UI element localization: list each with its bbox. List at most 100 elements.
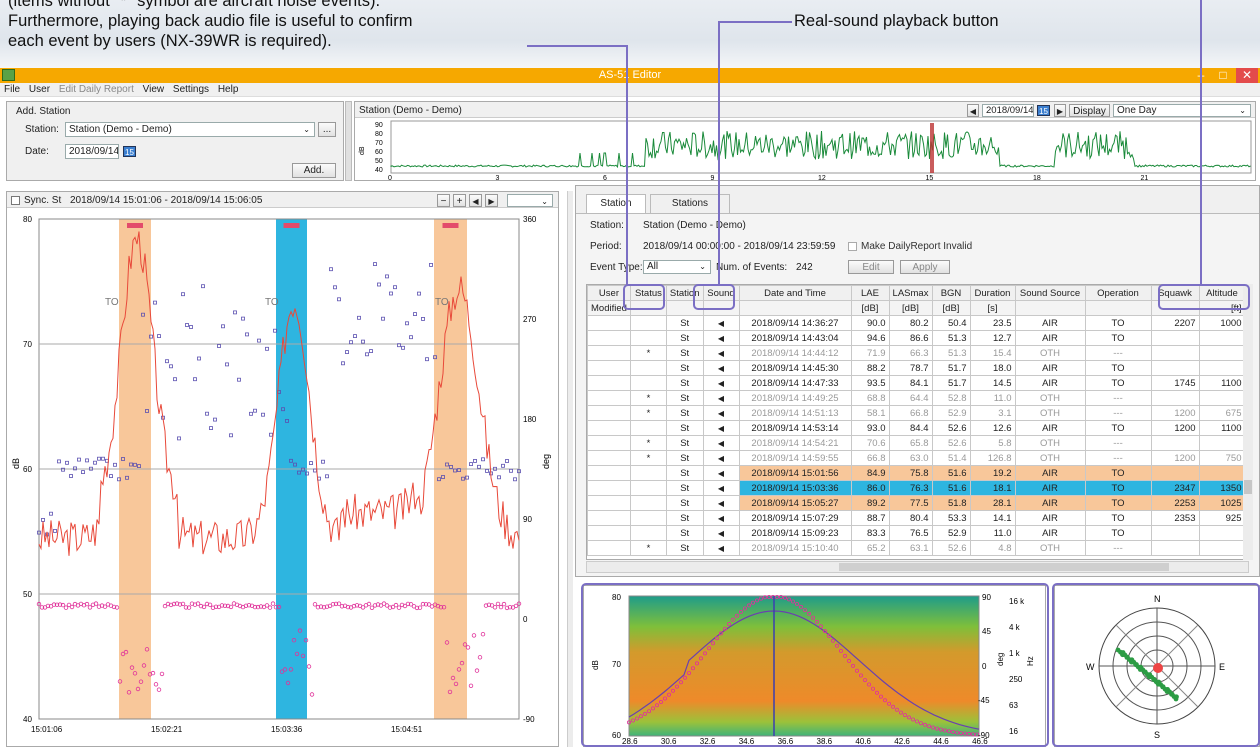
speaker-icon[interactable]: ◀ bbox=[717, 408, 725, 418]
overview-next-button[interactable]: ▶ bbox=[1054, 104, 1066, 117]
scrollbar-thumb[interactable] bbox=[839, 563, 1169, 571]
menu-file[interactable]: File bbox=[4, 84, 21, 95]
azimuth-point bbox=[101, 456, 105, 461]
speaker-icon[interactable]: ◀ bbox=[717, 423, 725, 433]
speaker-icon[interactable]: ◀ bbox=[717, 318, 725, 328]
speaker-icon[interactable]: ◀ bbox=[717, 498, 725, 508]
speaker-icon[interactable]: ◀ bbox=[717, 378, 725, 388]
range-select[interactable]: One Day ⌄ bbox=[1113, 104, 1251, 117]
table-row[interactable]: * St ◀ 2018/09/14 14:44:12 71.9 66.3 51.3 15.4 O… bbox=[587, 345, 1246, 361]
table-row[interactable]: * St ◀ 2018/09/14 14:49:25 68.8 64.4 52.8 11.0 O… bbox=[587, 390, 1246, 406]
scroll-left-button[interactable]: ◀ bbox=[469, 194, 482, 207]
calendar-icon[interactable]: 15 bbox=[123, 146, 136, 157]
speaker-icon[interactable]: ◀ bbox=[717, 363, 725, 373]
table-row[interactable]: St ◀ 2018/09/14 14:45:30 88.2 78.7 51.7 18.0 AI… bbox=[587, 360, 1246, 376]
speaker-icon[interactable]: ◀ bbox=[717, 393, 725, 403]
station-cell: St bbox=[665, 435, 704, 451]
col-duration[interactable]: Duration bbox=[969, 285, 1016, 301]
duration-cell: 14.1 bbox=[969, 510, 1016, 526]
sync-select[interactable]: ⌄ bbox=[507, 194, 553, 207]
display-button[interactable]: Display bbox=[1069, 104, 1110, 117]
menu-help[interactable]: Help bbox=[217, 84, 239, 95]
menu-settings[interactable]: Settings bbox=[172, 84, 210, 95]
table-row[interactable]: * St ◀ 2018/09/14 14:51:13 58.1 66.8 52.9 3.1 OT… bbox=[587, 405, 1246, 421]
overview-prev-button[interactable]: ◀ bbox=[967, 104, 979, 117]
menu-edit-daily-report[interactable]: Edit Daily Report bbox=[58, 84, 134, 95]
azimuth-point bbox=[253, 408, 257, 413]
table-row[interactable]: St ◀ 2018/09/14 14:47:33 93.5 84.1 51.7 14.5 AI… bbox=[587, 375, 1246, 391]
spectrogram-chart[interactable]: dB 80 70 60 28.6 30.6 32.6 34.6 36.6 38.6 40.6… bbox=[584, 586, 1045, 746]
table-row[interactable]: St ◀ 2018/09/14 14:43:04 94.6 86.6 51.3 12.7 AI… bbox=[587, 330, 1246, 346]
vscroll-thumb[interactable] bbox=[1244, 480, 1252, 494]
sync-checkbox[interactable] bbox=[11, 196, 20, 205]
table-row[interactable]: St ◀ 2018/09/14 15:05:27 89.2 77.5 51.8 28.1 AI… bbox=[587, 495, 1246, 511]
vertical-splitter[interactable] bbox=[567, 191, 573, 747]
horizontal-scrollbar[interactable] bbox=[586, 561, 1249, 573]
tab-station[interactable]: Station bbox=[586, 194, 646, 213]
add-button[interactable]: Add. bbox=[292, 163, 336, 178]
col-datetime[interactable]: Date and Time bbox=[738, 285, 852, 301]
col-user[interactable]: User bbox=[587, 285, 631, 301]
splitter-handle[interactable] bbox=[345, 101, 352, 181]
overview-ytick: 60 bbox=[375, 149, 383, 156]
speaker-icon[interactable]: ◀ bbox=[717, 513, 725, 523]
col-altitude[interactable]: Altitude bbox=[1198, 285, 1246, 301]
date-input[interactable]: 2018/09/14 bbox=[65, 144, 119, 159]
status-cell: * bbox=[629, 540, 667, 556]
overview-calendar-icon[interactable]: 15 bbox=[1037, 105, 1050, 116]
edit-button[interactable]: Edit bbox=[848, 260, 894, 274]
station-cell: St bbox=[665, 420, 704, 436]
table-row[interactable]: St ◀ 2018/09/14 15:03:36 86.0 76.3 51.6 18.1 AI… bbox=[587, 480, 1246, 496]
event-type-select[interactable]: All ⌄ bbox=[643, 260, 711, 274]
speaker-icon[interactable]: ◀ bbox=[717, 483, 725, 493]
speaker-icon[interactable]: ◀ bbox=[717, 543, 725, 553]
table-row[interactable]: St ◀ 2018/09/14 14:36:27 90.0 80.2 50.4 23.5 AI… bbox=[587, 315, 1246, 331]
level-chart[interactable]: 40 50 60 70 80 -90 0 90 180 270 360 15:01:06 15:02:2… bbox=[7, 209, 558, 747]
overview-chart[interactable]: dB 90 80 70 60 50 40 0 3 6 9 12 15 18 21 bbox=[355, 119, 1255, 181]
table-row[interactable]: St ◀ 2018/09/14 14:53:14 93.0 84.4 52.6 12.6 AI… bbox=[587, 420, 1246, 436]
col-lae[interactable]: LAE bbox=[850, 285, 890, 301]
col-operation[interactable]: Operation bbox=[1084, 285, 1152, 301]
speaker-icon[interactable]: ◀ bbox=[717, 453, 725, 463]
elevation-point bbox=[408, 602, 414, 607]
col-squawk[interactable]: Squawk bbox=[1150, 285, 1200, 301]
spec-point bbox=[734, 613, 739, 618]
speaker-icon[interactable]: ◀ bbox=[717, 468, 725, 478]
hz-tick: 63 bbox=[1009, 701, 1018, 710]
col-sound-source[interactable]: Sound Source bbox=[1014, 285, 1086, 301]
scroll-right-button[interactable]: ▶ bbox=[485, 194, 498, 207]
invalid-checkbox[interactable] bbox=[848, 242, 857, 251]
table-row[interactable]: St ◀ 2018/09/14 15:01:56 84.9 75.8 51.6 19.2 AI… bbox=[587, 465, 1246, 481]
close-button[interactable]: ✕ bbox=[1236, 68, 1258, 83]
lasmax-cell: 75.8 bbox=[888, 465, 933, 481]
operation-cell: TO bbox=[1084, 465, 1152, 481]
overview-date[interactable]: 2018/09/14 bbox=[982, 104, 1034, 117]
speaker-icon[interactable]: ◀ bbox=[717, 333, 725, 343]
table-row[interactable]: * St ◀ 2018/09/14 14:54:21 70.6 65.8 52.6 5.8 OT… bbox=[587, 435, 1246, 451]
maximize-button[interactable]: □ bbox=[1219, 68, 1227, 82]
zoom-in-button[interactable]: + bbox=[453, 194, 466, 207]
speaker-icon[interactable]: ◀ bbox=[717, 348, 725, 358]
table-row[interactable]: St ◀ 2018/09/14 15:09:23 83.3 76.5 52.9 11.0 AI… bbox=[587, 525, 1246, 541]
table-row[interactable]: * St ◀ 2018/09/14 14:59:55 66.8 63.0 51.4 126.8… bbox=[587, 450, 1246, 466]
speaker-icon[interactable]: ◀ bbox=[717, 528, 725, 538]
zoom-out-button[interactable]: − bbox=[437, 194, 450, 207]
col-lasmax[interactable]: LASmax bbox=[888, 285, 933, 301]
azimuth-point bbox=[493, 466, 497, 471]
browse-button[interactable]: ... bbox=[318, 122, 336, 137]
col-status[interactable]: Status bbox=[629, 285, 667, 301]
speaker-icon[interactable]: ◀ bbox=[717, 438, 725, 448]
table-row[interactable]: * St ◀ 2018/09/14 15:10:40 65.2 63.1 52.6 4.8 OT… bbox=[587, 540, 1246, 556]
squawk-cell: 1200 bbox=[1150, 450, 1200, 466]
elevation-point bbox=[162, 603, 168, 609]
menu-view[interactable]: View bbox=[142, 84, 165, 95]
tab-stations[interactable]: Stations bbox=[650, 194, 730, 213]
menu-user[interactable]: User bbox=[28, 84, 51, 95]
vertical-scrollbar[interactable] bbox=[1243, 284, 1253, 560]
overview-cursor[interactable] bbox=[930, 123, 934, 173]
station-select[interactable]: Station (Demo - Demo) ⌄ bbox=[65, 122, 315, 137]
spec-point bbox=[814, 619, 819, 624]
table-row[interactable]: St ◀ 2018/09/14 15:07:29 88.7 80.4 53.3 14.1 AI… bbox=[587, 510, 1246, 526]
col-bgn[interactable]: BGN bbox=[931, 285, 971, 301]
apply-button[interactable]: Apply bbox=[900, 260, 950, 274]
